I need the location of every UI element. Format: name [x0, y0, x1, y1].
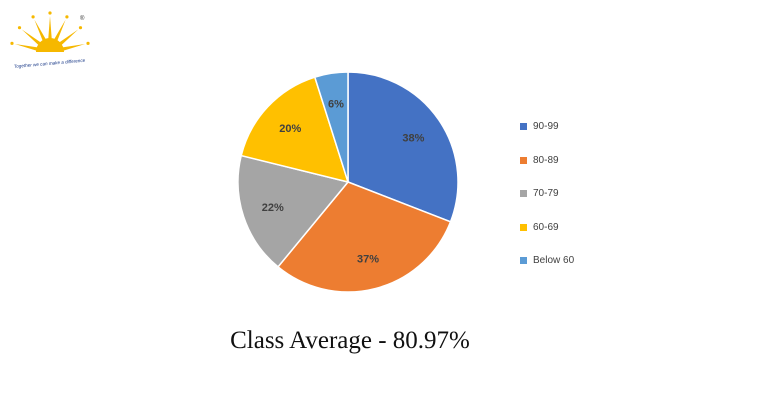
- legend-label: 60-69: [533, 221, 559, 233]
- pie-slice-below-60: [313, 71, 349, 183]
- legend-swatch: [520, 223, 527, 231]
- data-label: 37%: [357, 254, 379, 266]
- legend-swatch: [520, 190, 527, 198]
- logo-dot: [48, 11, 52, 15]
- pie-slice-70-79: [237, 154, 350, 268]
- pie-slice-80-89: [276, 181, 452, 293]
- legend-item: 90-99: [520, 110, 574, 144]
- logo-dot: [31, 15, 35, 19]
- legend-swatch: [520, 123, 527, 131]
- data-label: 20%: [279, 123, 301, 135]
- legend-item: Below 60: [520, 244, 574, 278]
- pie-slice-60-69: [240, 76, 350, 184]
- logo-dot: [10, 41, 14, 45]
- logo-dot: [65, 15, 69, 19]
- logo-dot: [78, 26, 83, 30]
- data-label: 38%: [402, 132, 424, 144]
- chart-legend: 90-99 80-89 70-79 60-69 Below 60: [520, 110, 574, 278]
- legend-swatch: [520, 156, 527, 164]
- registered-mark: ®: [80, 15, 85, 22]
- legend-label: 70-79: [533, 188, 559, 200]
- legend-swatch: [520, 257, 527, 265]
- logo-ray: [52, 19, 66, 45]
- logo-ray: [21, 29, 44, 48]
- pie-chart: 38% 37% 22% 20% 6%: [237, 71, 459, 293]
- legend-item: 80-89: [520, 144, 574, 178]
- class-average-caption: Class Average - 80.97%: [230, 327, 470, 354]
- pie-slice-90-99: [347, 71, 459, 223]
- sun-logo-icon: ® Together we can make a difference: [10, 11, 90, 69]
- logo-sun-core: [36, 38, 64, 52]
- logo-ray: [56, 29, 79, 48]
- legend-item: 60-69: [520, 211, 574, 245]
- logo-ray: [34, 19, 48, 45]
- logo-dot: [86, 41, 90, 45]
- data-label: 6%: [328, 99, 344, 111]
- data-label: 22%: [262, 202, 284, 214]
- legend-label: 80-89: [533, 154, 559, 166]
- legend-item: 70-79: [520, 177, 574, 211]
- logo: ® Together we can make a difference: [10, 8, 100, 72]
- logo-tagline: Together we can make a difference: [14, 58, 86, 69]
- logo-dot: [17, 26, 22, 30]
- legend-label: 90-99: [533, 121, 559, 133]
- legend-label: Below 60: [533, 255, 575, 267]
- logo-ray: [48, 16, 52, 43]
- logo-ray: [59, 43, 86, 52]
- logo-ray: [14, 43, 41, 52]
